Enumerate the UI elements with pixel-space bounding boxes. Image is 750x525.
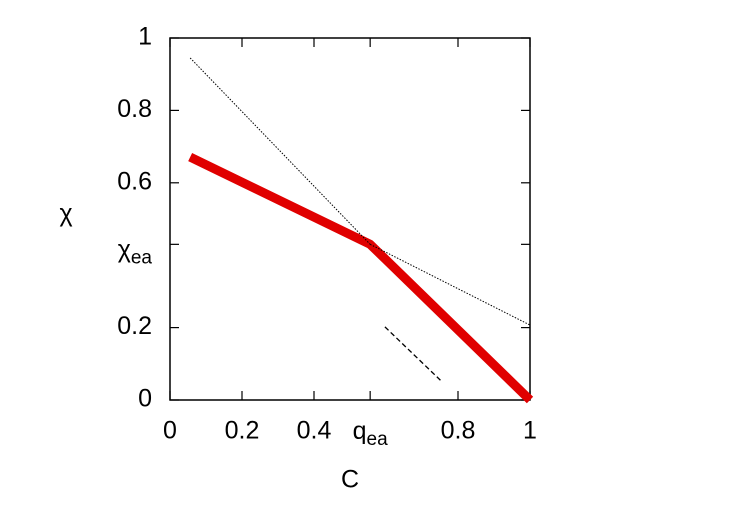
- y-tick-label-main: χ: [118, 235, 131, 263]
- y-tick-label: 1: [138, 23, 152, 51]
- y-tick-label: 0.6: [117, 167, 152, 195]
- series-line: [188, 153, 534, 404]
- series-line: [189, 57, 371, 245]
- y-tick-label-sub: ea: [131, 247, 153, 268]
- y-axis-label: χ: [59, 200, 72, 228]
- x-tick-label: 0.2: [225, 417, 260, 445]
- x-tick-label: 0.4: [297, 417, 332, 445]
- plot-frame: [169, 37, 531, 401]
- x-axis-label: C: [341, 466, 359, 494]
- x-tick-label-sub: ea: [367, 429, 389, 450]
- x-tick-label-main: q: [353, 417, 367, 445]
- y-tick-label: 0.2: [117, 312, 152, 340]
- series-line: [369, 243, 531, 326]
- series-line: [384, 326, 443, 383]
- x-tick-label: 1: [523, 417, 537, 445]
- y-tick-label: χea: [118, 235, 153, 268]
- y-tick-label: 0.8: [117, 95, 152, 123]
- y-tick-label: 0: [138, 385, 152, 413]
- x-tick-label: qea: [353, 417, 388, 450]
- x-tick-label: 0.8: [441, 417, 476, 445]
- x-tick-label: 0: [163, 417, 177, 445]
